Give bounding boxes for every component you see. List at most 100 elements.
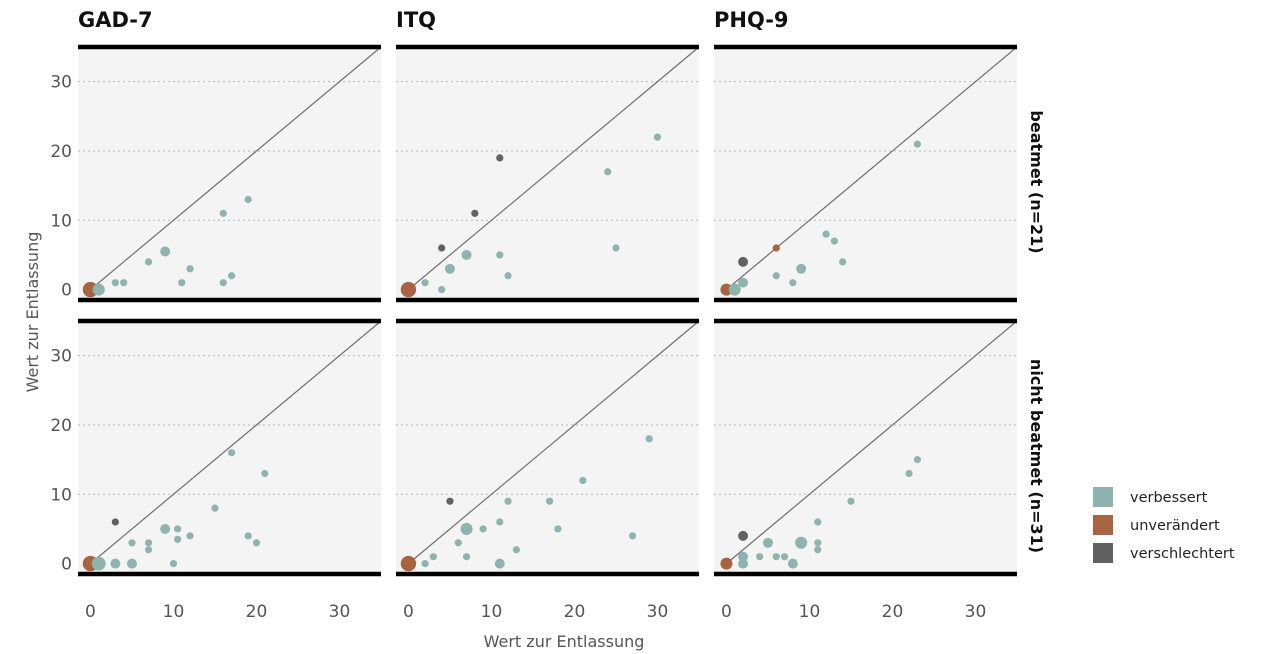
y-tick-label: 10 — [50, 485, 72, 505]
row-labels: beatmet (n=21) nicht beatmet (n=31) — [1027, 110, 1046, 553]
point-verbessert — [554, 525, 562, 533]
point-unverndert — [720, 557, 733, 570]
x-tick-label: 20 — [882, 602, 904, 622]
column-strips: GAD-7 ITQ PHQ-9 — [78, 8, 789, 32]
point-verbessert — [738, 558, 749, 569]
panel-phq9-r0 — [714, 44, 1018, 303]
point-verbessert — [822, 230, 830, 238]
point-verbessert — [814, 546, 822, 554]
point-verbessert — [227, 449, 236, 457]
point-verbessert — [454, 539, 462, 547]
x-tick-label: 0 — [85, 602, 96, 622]
y-tick-label: 30 — [50, 73, 72, 93]
row-label-nicht-beatmet: nicht beatmet (n=31) — [1027, 359, 1046, 553]
legend-label: verbessert — [1130, 490, 1208, 506]
x-tick-label: 10 — [799, 602, 821, 622]
point-verbessert — [814, 539, 822, 547]
point-verschlechtert — [496, 154, 504, 162]
point-verbessert — [421, 560, 429, 568]
panel-itq-r1: 0 10 20 30 — [396, 318, 700, 622]
point-verbessert — [429, 553, 437, 561]
point-verbessert — [421, 279, 429, 287]
point-verbessert — [504, 497, 512, 505]
y-tick-label: 20 — [50, 142, 72, 162]
point-verbessert — [174, 525, 182, 533]
legend-swatch-verbessert — [1093, 487, 1113, 507]
point-verbessert — [227, 272, 236, 280]
point-verbessert — [479, 525, 487, 533]
point-verbessert — [762, 537, 773, 548]
point-verbessert — [628, 532, 637, 540]
point-verbessert — [512, 546, 520, 554]
x-axis-title: Wert zur Entlassung — [484, 632, 645, 651]
point-verbessert — [110, 558, 121, 569]
point-verbessert — [186, 265, 194, 273]
strip-title-phq9: PHQ-9 — [714, 8, 789, 32]
x-tick-label: 20 — [564, 602, 586, 622]
legend: verbessert unverändert verschlechtert — [1093, 487, 1235, 563]
point-verbessert — [504, 272, 512, 280]
point-verbessert — [496, 251, 504, 259]
point-verbessert — [211, 504, 219, 512]
point-verbessert — [772, 272, 780, 280]
point-verbessert — [780, 553, 789, 561]
point-verbessert — [604, 168, 612, 176]
point-verbessert — [653, 133, 662, 141]
x-tick-label: 20 — [246, 602, 268, 622]
point-verbessert — [111, 279, 119, 287]
point-verbessert — [144, 539, 153, 547]
point-verbessert — [169, 560, 178, 568]
point-verbessert — [796, 263, 807, 274]
point-verbessert — [178, 279, 186, 287]
point-verbessert — [244, 532, 252, 540]
x-tick-label: 10 — [163, 602, 185, 622]
point-verbessert — [913, 456, 921, 464]
point-verbessert — [728, 283, 741, 296]
point-verbessert — [462, 553, 471, 561]
point-verbessert — [460, 522, 473, 535]
legend-label: unverändert — [1130, 518, 1220, 534]
point-verschlechtert — [738, 530, 749, 541]
point-verbessert — [789, 279, 797, 287]
point-verbessert — [120, 279, 128, 287]
point-verschlechtert — [471, 209, 479, 217]
point-verbessert — [92, 283, 105, 296]
reference-line — [90, 46, 382, 291]
legend-swatch-unverndert — [1093, 515, 1113, 535]
point-verbessert — [579, 476, 587, 485]
point-verbessert — [144, 258, 153, 266]
point-unverndert — [720, 283, 733, 296]
y-axis-title: Wert zur Entlassung — [23, 232, 42, 393]
point-verbessert — [839, 258, 847, 266]
point-verbessert — [772, 553, 780, 561]
legend-swatch-verschlechtert — [1093, 543, 1113, 563]
x-tick-label: 10 — [481, 602, 503, 622]
point-verbessert — [461, 249, 472, 260]
y-tick-label: 0 — [61, 555, 72, 575]
point-verbessert — [261, 469, 269, 478]
point-verbessert — [174, 535, 182, 543]
point-verbessert — [847, 497, 855, 505]
point-unverndert — [772, 244, 780, 252]
point-unverndert — [400, 281, 417, 298]
legend-label: verschlechtert — [1130, 546, 1235, 562]
reference-line — [90, 320, 382, 565]
point-verbessert — [160, 246, 171, 257]
point-verbessert — [126, 558, 137, 569]
point-verbessert — [913, 140, 921, 148]
panel-gad7-r0: 0 10 20 30 — [50, 44, 382, 303]
point-verbessert — [612, 244, 620, 252]
point-verbessert — [905, 469, 913, 478]
strip-title-gad7: GAD-7 — [78, 8, 153, 32]
point-verbessert — [494, 558, 505, 569]
x-tick-label: 30 — [329, 602, 351, 622]
x-tick-label: 30 — [965, 602, 987, 622]
x-tick-label: 0 — [403, 602, 414, 622]
point-verbessert — [738, 551, 749, 562]
row-label-beatmet: beatmet (n=21) — [1027, 110, 1046, 253]
panel-gad7-r1: 0 10 20 30 0 10 20 30 — [50, 318, 382, 622]
point-verschlechtert — [438, 244, 446, 252]
panels: 0 10 20 30 0 10 20 30 0 10 20 30 0 10 20 30 0 10 20 30 — [50, 44, 1018, 622]
point-verbessert — [219, 209, 227, 217]
